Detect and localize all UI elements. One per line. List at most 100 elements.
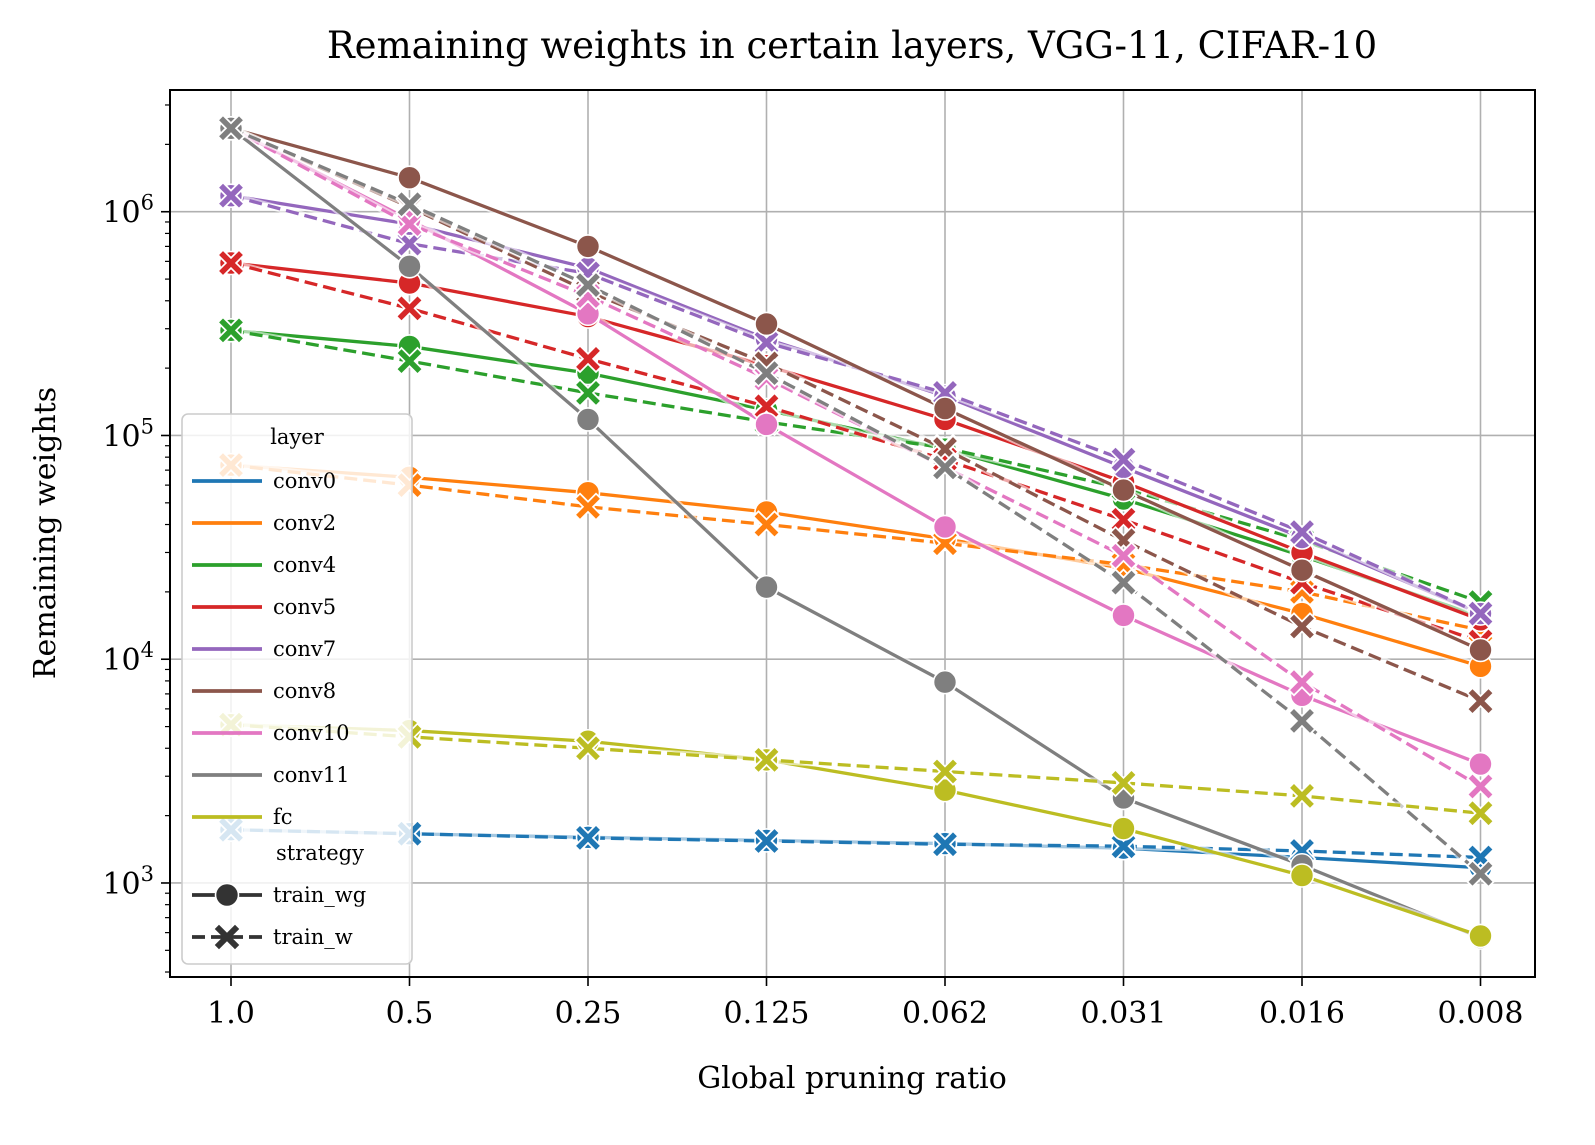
x-tick-label: 0.031: [1081, 996, 1167, 1031]
point-fc-train-w-glyph: [1290, 784, 1314, 808]
point-conv7-train-w: [752, 328, 781, 357]
point-conv8-train-wg: [1289, 557, 1315, 583]
legend-label-conv7: conv7: [273, 637, 336, 661]
legend-label-conv5: conv5: [273, 595, 336, 619]
point-conv11-train-w-glyph: [1290, 709, 1314, 733]
legend-strategy-label-train_wg: train_wg: [273, 883, 366, 907]
point-conv10-train-wg: [1468, 751, 1493, 777]
plot-frame: [169, 89, 1536, 978]
point-conv8-train-w-glyph: [1290, 614, 1314, 639]
point-conv8-train-w: [1287, 612, 1317, 641]
x-axis-label: Global pruning ratio: [697, 1061, 1007, 1096]
point-conv2-train-w-glyph: [754, 512, 779, 537]
point-conv7-train-w-glyph: [1111, 447, 1136, 472]
point-conv5-train-w: [216, 248, 246, 278]
point-fc-train-w: [1466, 798, 1495, 828]
point-conv4-train-w: [216, 315, 246, 345]
point-fc-train-w-glyph: [1468, 801, 1493, 826]
legend-label-conv8: conv8: [273, 679, 336, 703]
point-conv7-train-w: [1287, 517, 1317, 547]
point-conv2-train-w-glyph: [576, 494, 600, 519]
point-fc-train-wg: [1111, 816, 1136, 841]
y-axis-label: Remaining weights: [28, 387, 63, 679]
chart-title: Remaining weights in certain layers, VGG…: [327, 24, 1377, 67]
legend-label-conv0: conv0: [273, 469, 336, 493]
series-line-conv8-train-wg: [230, 126, 1482, 652]
point-conv11-train-w: [216, 113, 246, 143]
point-conv11-train-wg: [575, 407, 601, 432]
point-conv8-train-w: [1466, 686, 1495, 716]
point-conv11-train-w: [1466, 859, 1495, 889]
point-conv5-train-w: [1109, 505, 1138, 535]
point-conv5-train-w: [573, 344, 603, 374]
point-conv11-train-w: [1287, 706, 1317, 736]
y-tick-label: 103: [102, 862, 154, 902]
point-conv0-train-w: [573, 823, 603, 853]
point-conv0-train-w: [930, 829, 960, 859]
x-tick-label: 0.5: [386, 996, 434, 1031]
series-line-conv5-train-w-group: [227, 259, 1484, 646]
point-fc-train-w: [930, 757, 960, 786]
point-conv11-train-wg: [754, 574, 779, 600]
point-conv2-train-w: [573, 492, 603, 522]
series-line-fc-train-w-halo: [227, 721, 1484, 817]
legend-layer-title: layer: [270, 425, 325, 449]
y-tick-label: 106: [102, 191, 154, 231]
point-conv10-train-w: [1466, 772, 1495, 801]
point-conv11-train-w: [752, 358, 781, 388]
legend-strategy-label-train_w: train_w: [273, 925, 353, 949]
point-fc-train-w-glyph: [1111, 771, 1136, 795]
point-conv11-train-w-glyph: [1111, 570, 1136, 595]
point-conv5-train-w-glyph: [397, 296, 422, 321]
point-conv0-train-w: [752, 826, 781, 856]
legend-label-conv2: conv2: [273, 511, 336, 535]
x-tick-label: 0.016: [1259, 996, 1345, 1031]
point-conv11-train-w-glyph: [754, 361, 779, 386]
point-conv7-train-w: [1466, 599, 1495, 628]
point-conv0-train-w-glyph: [576, 826, 600, 850]
series-line-fc-train-wg: [230, 723, 1482, 938]
point-conv11-train-w-glyph: [1468, 861, 1493, 886]
point-conv11-train-w: [930, 453, 960, 482]
point-conv11-train-w: [1109, 568, 1138, 597]
x-tick-label: 0.125: [724, 996, 810, 1031]
legend-strategy-title: strategy: [276, 841, 364, 865]
point-conv10-train-wg: [754, 412, 779, 437]
x-tick-label: 0.062: [902, 996, 988, 1031]
point-conv11-train-wg: [397, 254, 422, 279]
point-conv8-train-wg: [1468, 637, 1493, 663]
legend-box: [181, 413, 413, 965]
point-fc-train-wg: [932, 777, 958, 803]
point-conv7-train-w: [216, 181, 246, 211]
point-conv8-train-w: [930, 434, 960, 464]
point-conv5-train-w-glyph: [1111, 507, 1136, 532]
point-conv8-train-wg: [1111, 477, 1136, 503]
point-conv8-train-wg: [575, 234, 601, 259]
point-conv7-train-w: [395, 229, 424, 259]
point-conv11-train-w: [573, 270, 603, 300]
series-line-conv2-train-wg-group: [227, 461, 1484, 670]
point-conv10-train-w-glyph: [1468, 774, 1493, 799]
point-fc-train-wg: [1468, 923, 1493, 949]
series-line-conv8-train-wg-group: [227, 124, 1484, 654]
point-conv10-train-w-glyph: [1290, 670, 1314, 695]
point-conv7-train-w: [1109, 445, 1138, 474]
point-conv8-train-wg: [754, 311, 779, 337]
point-conv4-train-w-glyph: [576, 381, 600, 405]
point-fc-train-wg: [1289, 863, 1315, 888]
point-conv10-train-wg: [1111, 603, 1136, 628]
point-conv10-train-w: [395, 209, 424, 239]
point-conv8-train-wg: [932, 396, 958, 421]
point-conv5-train-w-glyph: [219, 251, 243, 275]
y-tick-label: 105: [102, 414, 154, 454]
point-fc-train-w: [752, 745, 781, 775]
point-conv5-train-w: [752, 391, 781, 421]
point-conv11-train-wg: [932, 669, 958, 695]
point-conv10-train-w: [1109, 541, 1138, 571]
point-conv4-train-w-glyph: [397, 349, 422, 373]
axis-ticks: 1.0 0.5 0.25 0.125 0.062 0.031 0.016 0.008 103 10…: [102, 104, 1523, 1031]
point-conv5-train-w-glyph: [754, 394, 779, 419]
series-line-conv2-train-wg: [230, 463, 1481, 668]
point-conv7-train-w-glyph: [219, 183, 243, 208]
point-conv11-train-w-glyph: [576, 273, 600, 297]
